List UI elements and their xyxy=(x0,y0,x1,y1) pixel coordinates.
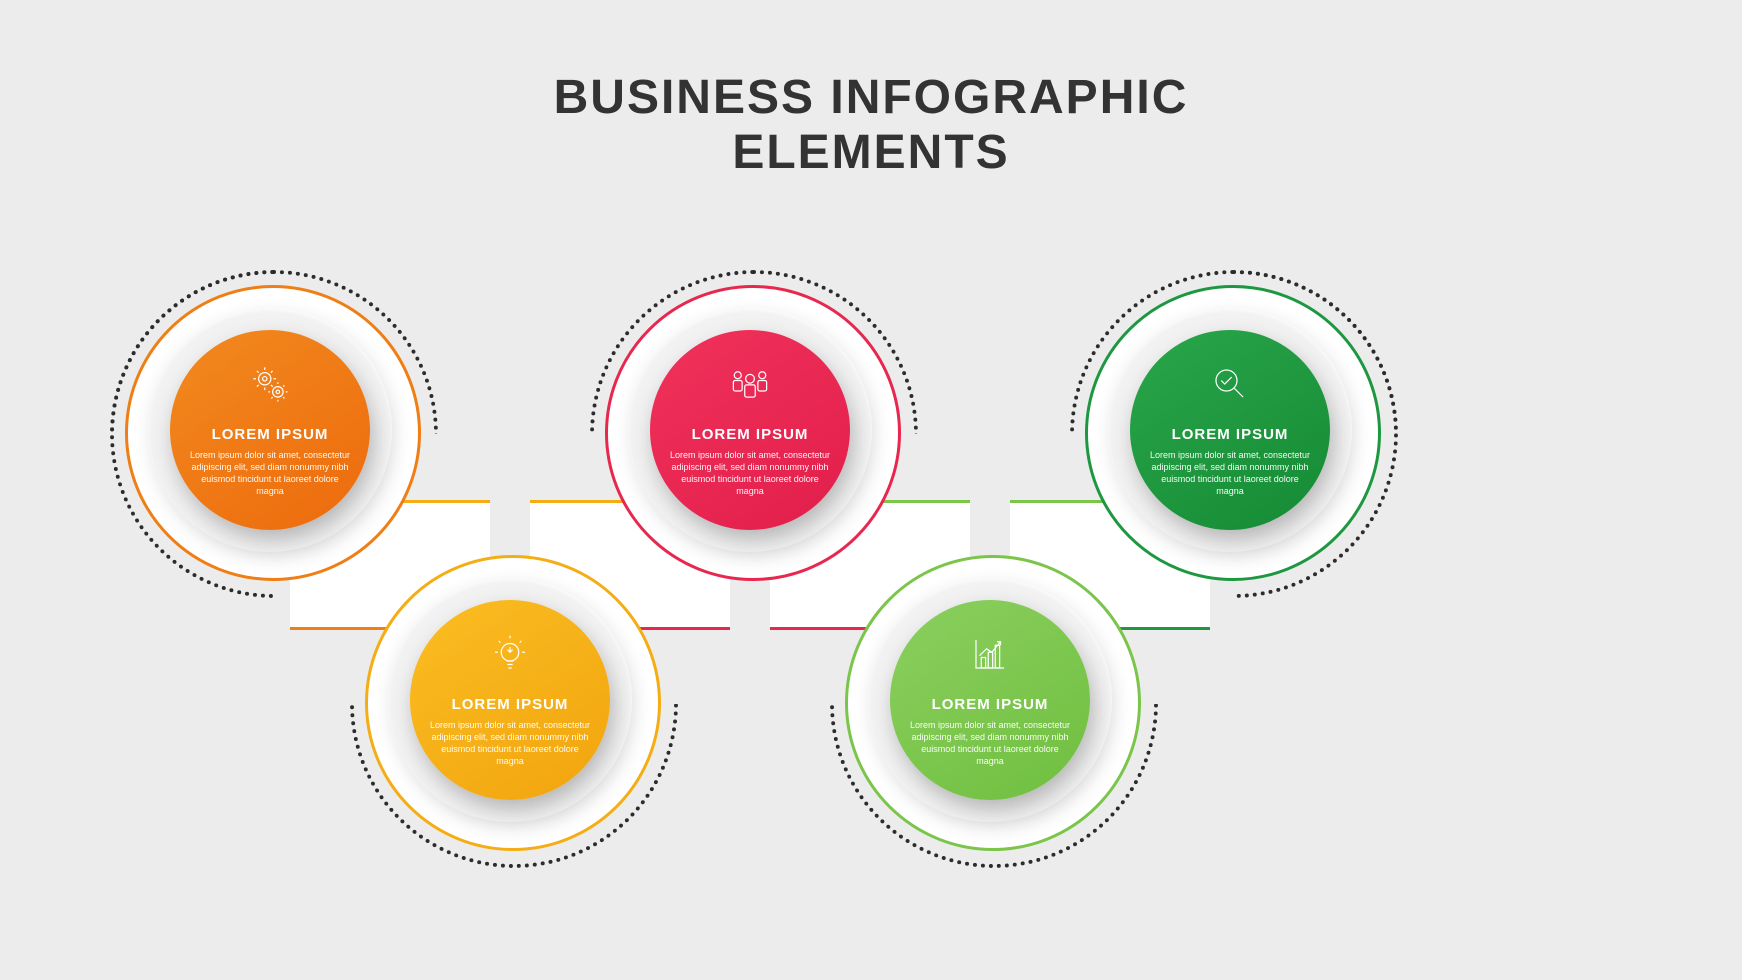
step-body: Lorem ipsum dolor sit amet, consectetur … xyxy=(890,719,1090,768)
core-circle: LOREM IPSUM Lorem ipsum dolor sit amet, c… xyxy=(410,600,610,800)
step-body: Lorem ipsum dolor sit amet, consectetur … xyxy=(410,719,610,768)
core-circle: LOREM IPSUM Lorem ipsum dolor sit amet, c… xyxy=(890,600,1090,800)
step-body: Lorem ipsum dolor sit amet, consectetur … xyxy=(650,449,850,498)
people-icon xyxy=(729,363,771,416)
step-body: Lorem ipsum dolor sit amet, consectetur … xyxy=(170,449,370,498)
core-circle: LOREM IPSUM Lorem ipsum dolor sit amet, c… xyxy=(650,330,850,530)
step-heading: LOREM IPSUM xyxy=(692,426,809,443)
bulb-icon xyxy=(489,633,531,686)
infographic-stage: LOREM IPSUM Lorem ipsum dolor sit amet, c… xyxy=(0,0,1742,980)
step-heading: LOREM IPSUM xyxy=(1172,426,1289,443)
step-heading: LOREM IPSUM xyxy=(932,696,1049,713)
step-body: Lorem ipsum dolor sit amet, consectetur … xyxy=(1130,449,1330,498)
chart-icon xyxy=(969,633,1011,686)
magnify-check-icon xyxy=(1209,363,1251,416)
step-heading: LOREM IPSUM xyxy=(212,426,329,443)
step-heading: LOREM IPSUM xyxy=(452,696,569,713)
core-circle: LOREM IPSUM Lorem ipsum dolor sit amet, c… xyxy=(1130,330,1330,530)
gears-icon xyxy=(249,363,291,416)
core-circle: LOREM IPSUM Lorem ipsum dolor sit amet, c… xyxy=(170,330,370,530)
